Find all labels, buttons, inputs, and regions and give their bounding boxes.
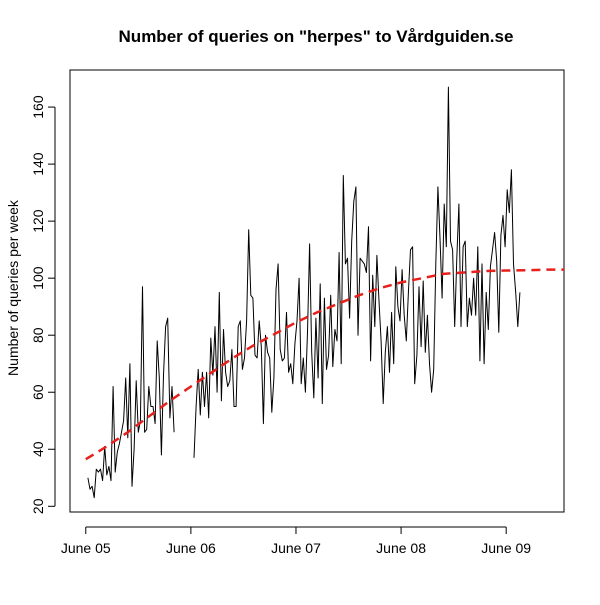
- y-tick-label: 60: [30, 384, 46, 400]
- y-tick-label: 80: [30, 327, 46, 343]
- series-trend-line: [85, 268, 564, 461]
- y-tick-label: 120: [30, 209, 46, 233]
- chart-title: Number of queries on "herpes" to Vårdgui…: [119, 27, 514, 46]
- y-tick-label: 160: [30, 95, 46, 119]
- series-weekly-queries-segment-2: [193, 86, 521, 458]
- y-tick-label: 20: [30, 498, 46, 514]
- y-tick-label: 140: [30, 152, 46, 176]
- plot-frame: [69, 69, 565, 513]
- x-axis: June 05 June 06 June 07 June 08 June 09: [61, 526, 531, 556]
- x-tick-label: June 07: [271, 540, 321, 556]
- x-tick-label: June 05: [61, 540, 111, 556]
- y-tick-label: 100: [30, 266, 46, 290]
- series-weekly-queries-segment-1: [87, 286, 175, 499]
- series-layer: [85, 86, 564, 499]
- x-tick-label: June 09: [481, 540, 531, 556]
- y-axis: 20 40 60 80 100 120 140 160: [30, 95, 56, 514]
- x-tick-label: June 06: [166, 540, 216, 556]
- y-tick-label: 40: [30, 441, 46, 457]
- x-tick-label: June 08: [376, 540, 426, 556]
- y-axis-label: Number of queries per week: [5, 199, 21, 376]
